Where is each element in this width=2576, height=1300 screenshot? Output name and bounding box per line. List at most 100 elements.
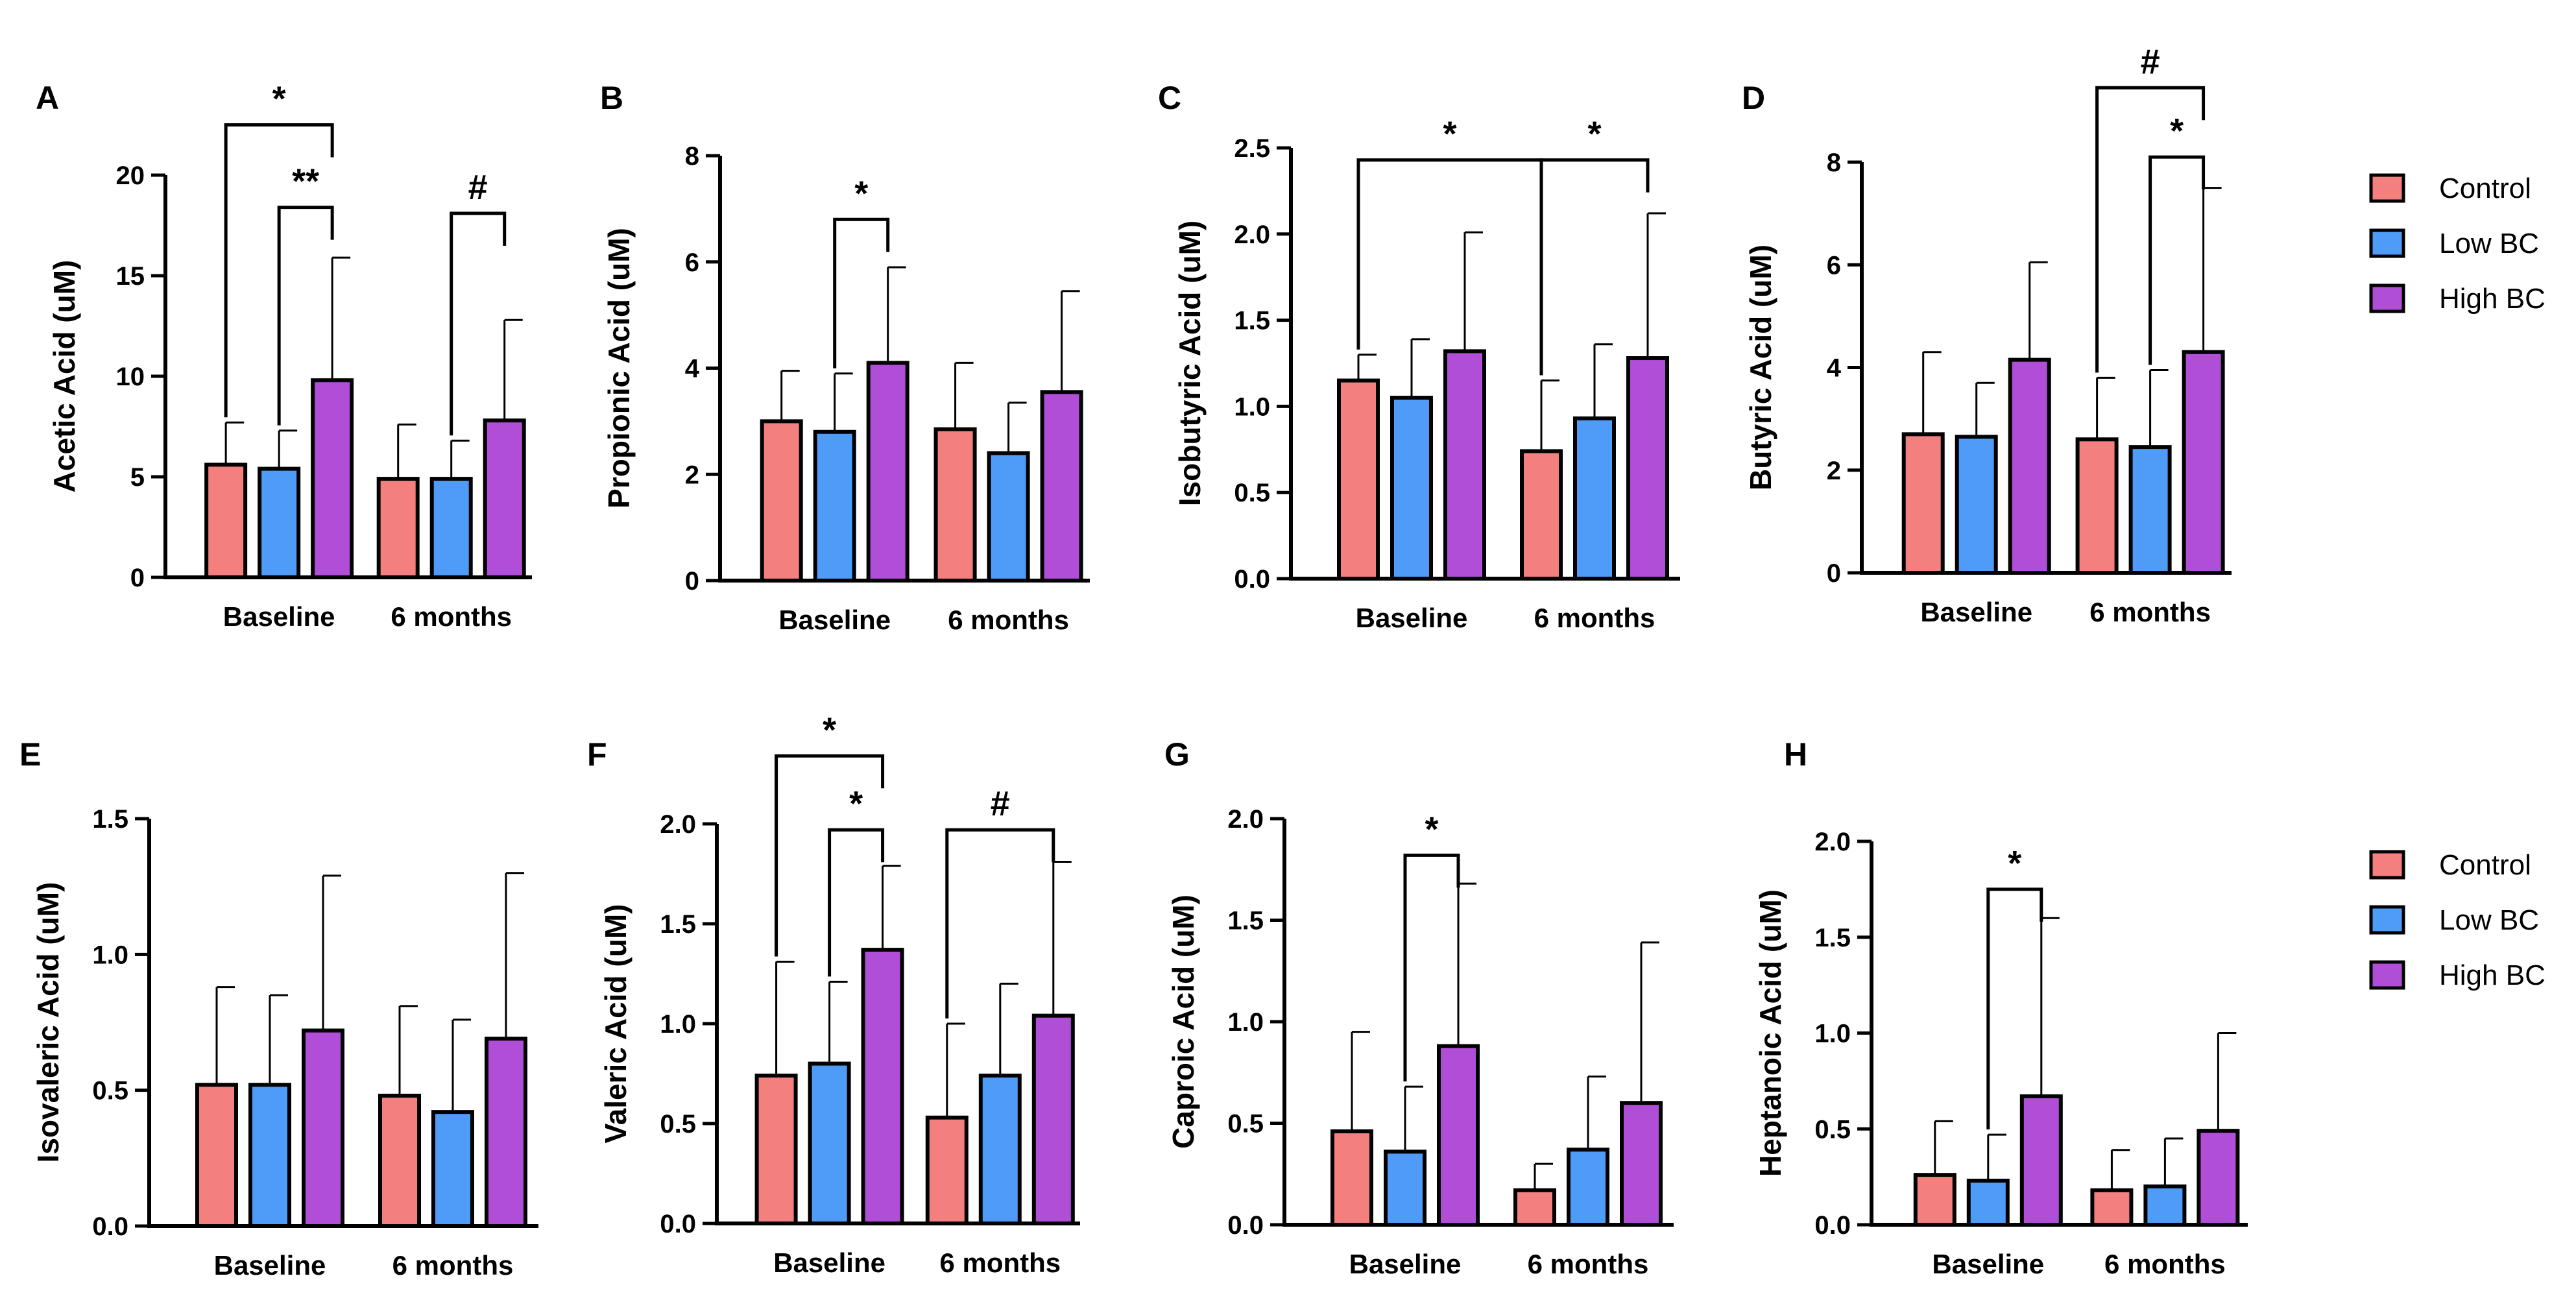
bar xyxy=(311,378,354,579)
y-tick-label: 1.0 xyxy=(1234,392,1270,421)
y-axis-label: Heptanoic Acid (uM) xyxy=(1753,889,1787,1177)
significance-label: * xyxy=(1425,810,1438,849)
significance-label: * xyxy=(849,784,863,823)
y-tick-label: 4 xyxy=(685,355,700,383)
y-tick-label: 0.5 xyxy=(660,1110,696,1138)
y-tick-label: 1.5 xyxy=(1234,307,1270,335)
y-axis-label: Valeric Acid (uM) xyxy=(599,904,632,1144)
y-axis-label: Caproic Acid (uM) xyxy=(1166,895,1200,1149)
bar xyxy=(2182,350,2225,575)
bar xyxy=(1384,1150,1426,1227)
bar xyxy=(813,429,856,583)
x-category-label: Baseline xyxy=(1932,1249,2044,1279)
bar xyxy=(195,1083,238,1228)
panel-letter: F xyxy=(587,736,607,773)
bar xyxy=(1330,1129,1373,1227)
bar xyxy=(861,948,904,1226)
significance-bracket xyxy=(450,211,507,436)
x-category-label: 6 months xyxy=(391,601,512,632)
y-tick-label: 1.5 xyxy=(92,805,128,834)
bar xyxy=(1443,349,1486,581)
bar xyxy=(933,427,977,583)
legend-swatch xyxy=(2369,960,2405,990)
y-tick-label: 5 xyxy=(130,463,145,492)
x-category-label: 6 months xyxy=(1528,1249,1649,1279)
y-tick-label: 8 xyxy=(1827,149,1841,177)
bar xyxy=(2143,1184,2187,1227)
significance-bracket xyxy=(833,217,890,368)
bar xyxy=(754,1074,798,1225)
bar xyxy=(2090,1188,2134,1227)
bar xyxy=(2197,1129,2240,1227)
chart-panel-d: D 0 2 4 6 8 Butyric Acid (uM) Baseline 6 months #… xyxy=(1742,42,2232,627)
bar xyxy=(2075,437,2119,575)
y-tick-label: 2 xyxy=(685,461,699,489)
bar xyxy=(1031,1013,1075,1226)
x-category-label: Baseline xyxy=(1356,603,1468,633)
bar xyxy=(1966,1179,2010,1227)
bar xyxy=(1437,1044,1480,1227)
legend-swatch xyxy=(2369,283,2405,313)
panel-letter: E xyxy=(19,736,41,773)
chart-panel-b: B 0 2 4 6 8 Propionic Acid (uM) Baseline 6 month… xyxy=(600,80,1090,635)
panel-letter: H xyxy=(1784,736,1807,773)
bar xyxy=(760,419,803,583)
significance-label: # xyxy=(991,784,1010,823)
significance-bracket xyxy=(1403,853,1460,1082)
significance-bracket xyxy=(828,828,885,977)
bar xyxy=(376,477,420,579)
y-tick-label: 0.0 xyxy=(92,1212,128,1241)
y-tick-label: 0.0 xyxy=(660,1210,696,1238)
x-category-label: Baseline xyxy=(1349,1249,1462,1279)
legend-swatch xyxy=(2369,905,2405,935)
y-tick-label: 1.5 xyxy=(1814,924,1851,952)
bar xyxy=(204,463,248,580)
y-tick-label: 4 xyxy=(1827,354,1842,383)
bar xyxy=(1626,356,1669,581)
panel-letter: C xyxy=(1158,80,1181,116)
y-tick-label: 2.0 xyxy=(660,810,696,839)
bar xyxy=(378,1094,421,1229)
x-category-label: 6 months xyxy=(392,1250,514,1281)
y-tick-label: 2.5 xyxy=(1234,134,1270,163)
bar xyxy=(866,361,909,583)
chart-panel-f: F 0.0 0.5 1.0 1.5 2.0 Valeric Acid (uM) Baselin… xyxy=(587,710,1080,1278)
y-tick-label: 0.5 xyxy=(1227,1110,1264,1138)
significance-label: # xyxy=(2141,42,2160,81)
bar xyxy=(483,418,526,580)
y-tick-label: 0 xyxy=(130,564,145,592)
x-category-label: 6 months xyxy=(948,605,1069,635)
y-tick-label: 0.0 xyxy=(1814,1211,1851,1240)
x-category-label: Baseline xyxy=(778,605,891,635)
y-tick-label: 20 xyxy=(116,162,145,190)
y-axis-label: Isobutyric Acid (uM) xyxy=(1173,221,1207,506)
y-tick-label: 8 xyxy=(685,142,699,171)
x-category-label: Baseline xyxy=(773,1247,885,1278)
y-tick-label: 1.5 xyxy=(1227,907,1264,935)
significance-bracket xyxy=(2095,86,2206,373)
significance-bracket xyxy=(1986,887,2043,1130)
significance-label: * xyxy=(854,174,868,213)
y-tick-label: 1.0 xyxy=(1227,1008,1264,1037)
y-axis-label: Propionic Acid (uM) xyxy=(602,228,636,509)
bar xyxy=(1040,390,1083,583)
significance-bracket xyxy=(1356,158,1543,350)
bar xyxy=(1620,1101,1663,1227)
y-tick-label: 6 xyxy=(1827,251,1841,280)
chart-panel-e: E 0.0 0.5 1.0 1.5 Isovaleric Acid (uM) Baselin… xyxy=(19,736,538,1281)
bar xyxy=(1520,449,1563,581)
bar xyxy=(302,1028,344,1229)
bar xyxy=(429,477,473,579)
bar xyxy=(1901,432,1945,575)
chart-panel-a: A 0 5 10 15 20 Acetic Acid (uM) Baseline 6 month… xyxy=(36,80,532,632)
y-tick-label: 0 xyxy=(1827,559,1841,588)
y-tick-label: 1.5 xyxy=(660,910,696,939)
bar xyxy=(978,1074,1022,1225)
y-tick-label: 0.5 xyxy=(1814,1115,1851,1144)
significance-label: * xyxy=(2008,844,2021,883)
legend-bottom: Control Low BC High BC xyxy=(2369,849,2546,991)
y-tick-label: 0.5 xyxy=(1234,479,1270,507)
bar xyxy=(2128,445,2172,575)
significance-bracket xyxy=(224,123,334,418)
chart-panel-c: C 0.0 0.5 1.0 1.5 2.0 2.5 Isobutyric Acid (uM) B… xyxy=(1158,80,1680,633)
